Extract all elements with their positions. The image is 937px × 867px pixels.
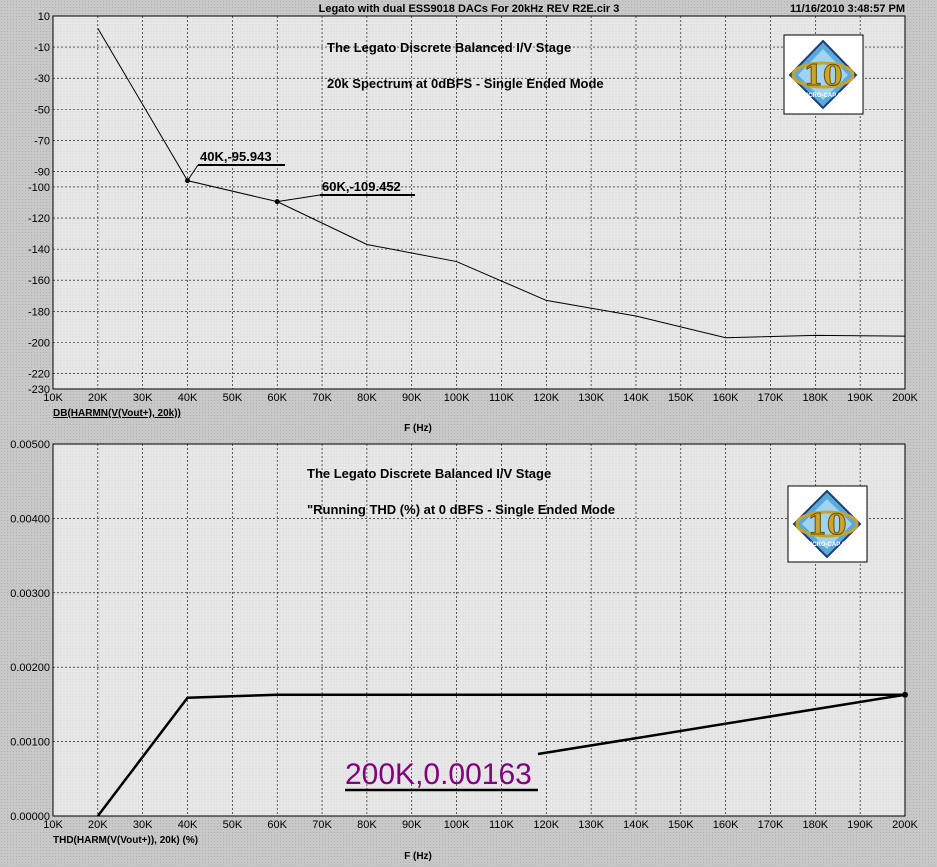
spectrum-annotation-subtitle: 20k Spectrum at 0dBFS - Single Ended Mod… [327,76,604,91]
y-tick-label: 0.00200 [10,662,50,674]
y-tick-label: -220 [28,368,50,380]
x-tick-label: 30K [133,392,153,404]
x-tick-label: 160K [713,392,739,404]
y-tick-label: -120 [28,213,50,225]
window-title: Legato with dual ESS9018 DACs For 20kHz … [319,3,620,15]
x-tick-label: 150K [668,392,694,404]
marker-40k-leader [187,164,199,181]
x-tick-label: 20K [88,819,108,831]
x-tick-label: 80K [357,392,377,404]
y-tick-label: -70 [34,135,50,147]
y-tick-label: 10 [38,11,50,23]
logo-number: 10 [804,59,843,92]
spectrum-x-axis-name: F (Hz) [404,423,432,434]
x-tick-label: 150K [668,819,694,831]
marker-60k-leader [277,194,321,203]
spectrum-y-axis-name: DB(HARMN(V(Vout+), 20k)) [53,408,181,419]
x-tick-label: 30K [133,819,153,831]
x-tick-label: 40K [178,819,198,831]
x-tick-label: 90K [402,392,422,404]
thd-plot-area [52,443,906,817]
thd-series-line [96,693,905,817]
x-tick-label: 80K [357,819,377,831]
marker-60k-label: 60K,-109.452 [322,179,401,194]
x-tick-label: 40K [178,392,198,404]
y-tick-label: -140 [28,244,50,256]
x-tick-label: 180K [802,819,828,831]
thd-x-axis-name: F (Hz) [404,851,432,862]
x-tick-label: 170K [758,819,784,831]
x-tick-label: 200K [892,819,918,831]
thd-annotation-title: The Legato Discrete Balanced I/V Stage [307,466,551,481]
y-tick-label: -230 [28,384,50,396]
x-tick-label: 130K [578,392,604,404]
x-tick-label: 50K [223,392,243,404]
x-tick-label: 140K [623,819,649,831]
x-tick-label: 110K [489,819,515,831]
x-tick-label: 180K [802,392,828,404]
y-tick-label: 0.00500 [10,439,50,451]
y-tick-label: -10 [34,42,50,54]
marker-40k-label: 40K,-95.943 [200,149,272,164]
x-tick-label: 70K [312,392,332,404]
x-tick-label: 110K [489,392,515,404]
y-tick-label: -50 [34,104,50,116]
x-tick-label: 100K [444,819,470,831]
logo-caption: MICRO-CAP 10 [802,93,846,99]
spectrum-plot-area [52,15,906,390]
spectrum-series-line [97,28,906,339]
x-tick-label: 10K [43,392,63,404]
x-tick-label: 140K [623,392,649,404]
x-tick-label: 20K [88,392,108,404]
y-tick-label: -90 [34,166,50,178]
x-tick-label: 60K [267,819,287,831]
x-tick-label: 130K [578,819,604,831]
y-tick-label: -200 [28,337,50,349]
thd-markers: 200K,0.00163 [345,691,908,792]
x-tick-label: 100K [444,392,470,404]
logo-caption-2: MICRO-CAP 10 [806,542,850,548]
logo-number-2: 10 [808,508,847,541]
micro-cap-logo: 10 MICRO-CAP 10 [783,34,864,115]
x-tick-label: 70K [312,819,332,831]
thd-y-tick-labels: 0.00500 0.00400 0.00300 0.00200 0.00100 0.000… [10,439,50,823]
thd-annotation-subtitle: "Running THD (%) at 0 dBFS - Single Ende… [307,502,615,517]
x-tick-label: 50K [223,819,243,831]
y-tick-label: -30 [34,73,50,85]
x-tick-label: 190K [847,392,873,404]
x-tick-label: 190K [847,819,873,831]
x-tick-label: 10K [43,819,63,831]
marker-200k-label: 200K,0.00163 [345,758,532,791]
x-tick-label: 200K [892,392,918,404]
x-tick-label: 90K [402,819,422,831]
x-tick-label: 120K [533,819,559,831]
y-tick-label: 0.00100 [10,737,50,749]
spectrum-y-tick-labels: 10 -10 -30 -50 -70 -90 -100 -120 -140 -160 -180 -20… [28,11,50,396]
y-tick-label: -100 [28,182,50,194]
y-tick-label: 0.00000 [10,811,50,823]
spectrum-annotation-title: The Legato Discrete Balanced I/V Stage [327,40,571,55]
x-tick-label: 160K [713,819,739,831]
marker-200k-leader [537,693,906,756]
x-tick-label: 120K [533,392,559,404]
y-tick-label: -180 [28,306,50,318]
x-tick-label: 170K [758,392,784,404]
y-tick-label: -160 [28,275,50,287]
spectrum-chart: 10 -10 -30 -50 -70 -90 -100 -120 -140 -160 -180 -20… [28,11,919,434]
thd-grid [53,444,905,816]
thd-chart: 0.00500 0.00400 0.00300 0.00200 0.00100 0.000… [10,439,918,862]
spectrum-x-tick-labels: 10K 20K 30K 40K 50K 60K 70K 80K 90K 100K 110K 120K 1… [43,392,918,404]
micro-cap-logo-2: 10 MICRO-CAP 10 [787,485,868,563]
x-tick-label: 60K [267,392,287,404]
timestamp: 11/16/2010 3:48:57 PM [790,3,905,15]
y-tick-label: 0.00300 [10,588,50,600]
spectrum-markers: 40K,-95.943 60K,-109.452 [185,149,415,205]
thd-x-tick-labels: 10K 20K 30K 40K 50K 60K 70K 80K 90K 100K 110K 120K 1… [43,819,918,831]
thd-y-axis-name: THD(HARM(V(Vout+)), 20k) (%) [53,835,198,846]
y-tick-label: 0.00400 [10,513,50,525]
spectrum-grid [53,16,905,389]
